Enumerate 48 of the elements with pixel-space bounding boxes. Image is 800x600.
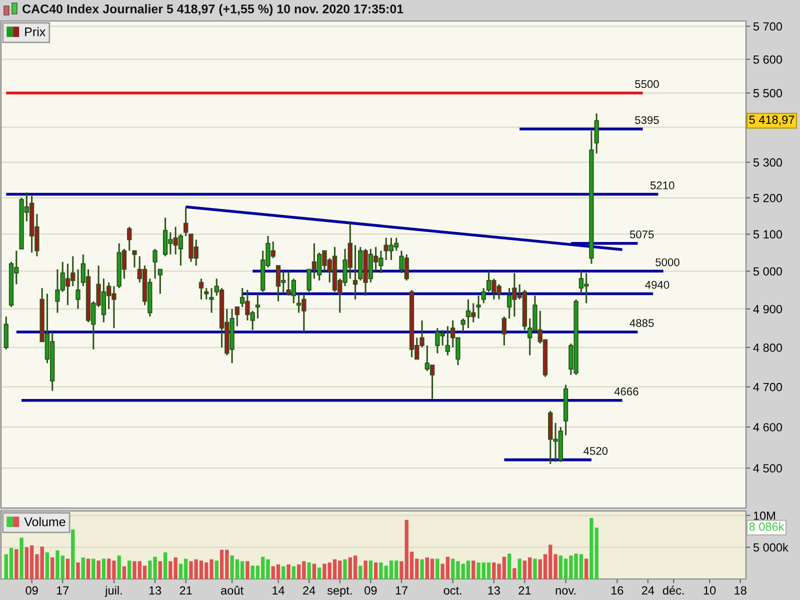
series-label: 4885: [630, 319, 654, 327]
legend-label: Volume: [24, 517, 66, 526]
series-label: 5075: [630, 230, 654, 238]
legend-label: Prix: [25, 27, 46, 36]
y-tick-label: 4 800: [753, 344, 782, 352]
x-tick-label: 13: [149, 586, 162, 595]
x-tick-label: 16: [611, 586, 624, 595]
x-tick-label: 21: [180, 586, 192, 594]
y-tick-label: 10M: [754, 511, 775, 520]
x-tick-label: 10: [704, 586, 716, 595]
chart-title: CAC40 Index Journalier 5 418,97 (+1,55 %) 10 nov. 2020 17:35:01: [22, 4, 404, 16]
x-tick-label: 24: [303, 586, 316, 594]
x-tick-label: 24: [642, 586, 654, 594]
x-tick-label: nov.: [556, 588, 576, 595]
y-tick-label: 4 600: [753, 423, 782, 432]
x-tick-label: 18: [734, 586, 746, 595]
x-tick-label: oct.: [444, 586, 462, 595]
series-label: 5500: [635, 80, 659, 88]
y-tick-label: 4 900: [753, 304, 782, 314]
series-label: 5210: [650, 181, 674, 190]
y-tick-label: 5 000k: [753, 542, 788, 552]
y-tick-label: 5 000: [753, 267, 782, 276]
y-tick-label: 5 500: [753, 89, 782, 98]
x-tick-label: 14: [272, 586, 284, 594]
y-tick-label: 5 600: [753, 55, 782, 64]
x-tick-label: 17: [396, 586, 408, 594]
y-tick-label: 5 100: [753, 230, 782, 239]
y-tick-label: 5 300: [753, 158, 782, 167]
y-tick-label: 5 200: [753, 194, 782, 202]
x-tick-label: 21: [518, 586, 531, 594]
x-tick-label: juil.: [104, 586, 122, 597]
series-label: 5395: [635, 116, 659, 124]
series-label: 4520: [584, 446, 608, 455]
text: 5 418,97: [749, 116, 794, 126]
x-tick-label: 17: [56, 586, 69, 594]
series-label: 4666: [614, 388, 638, 396]
series-label: 4940: [645, 280, 670, 289]
x-tick-label: 09: [26, 586, 38, 595]
x-tick-label: sept.: [327, 586, 352, 597]
text: 8 086k: [749, 522, 784, 531]
y-tick-label: 4 500: [753, 464, 782, 473]
series-label: 5000: [656, 258, 680, 266]
x-tick-label: 13: [488, 586, 500, 595]
x-tick-label: 09: [364, 586, 377, 595]
x-tick-label: août: [221, 586, 244, 595]
y-tick-label: 4 700: [753, 382, 782, 392]
x-tick-label: déc.: [662, 586, 684, 595]
y-tick-label: 5 700: [753, 22, 782, 31]
